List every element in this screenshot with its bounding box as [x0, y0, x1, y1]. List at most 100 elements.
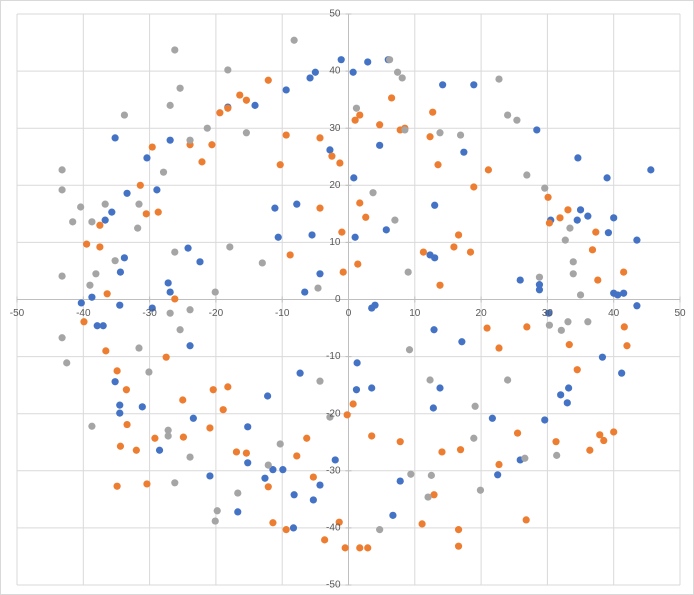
- point: [206, 424, 214, 432]
- point: [351, 233, 359, 241]
- point: [290, 491, 298, 499]
- point: [88, 422, 96, 430]
- point: [592, 228, 600, 236]
- point: [618, 369, 626, 377]
- point: [186, 342, 194, 350]
- point: [343, 411, 351, 419]
- point: [594, 276, 602, 284]
- point: [439, 81, 447, 89]
- point: [603, 174, 611, 182]
- point: [522, 516, 530, 524]
- point: [308, 231, 316, 239]
- point: [386, 56, 394, 64]
- point: [316, 377, 324, 385]
- point: [401, 126, 409, 134]
- point: [77, 203, 85, 211]
- point: [63, 359, 71, 367]
- point: [92, 270, 100, 278]
- x-tick-label: 20: [476, 308, 488, 319]
- point: [309, 473, 317, 481]
- axes: [16, 13, 681, 586]
- point: [261, 474, 269, 482]
- point: [148, 143, 156, 151]
- point: [604, 229, 612, 237]
- point: [269, 519, 277, 527]
- point: [198, 158, 206, 166]
- point: [151, 434, 159, 442]
- point: [224, 66, 232, 74]
- point: [164, 426, 172, 434]
- point: [338, 228, 346, 236]
- point: [623, 342, 631, 350]
- point: [454, 526, 463, 534]
- point: [436, 384, 444, 392]
- point: [166, 101, 174, 109]
- point: [224, 383, 232, 391]
- point: [569, 270, 577, 278]
- point: [58, 334, 66, 342]
- point: [101, 216, 109, 224]
- point: [326, 413, 334, 421]
- point: [566, 224, 574, 232]
- point: [350, 174, 358, 182]
- y-tick-label: 0: [335, 294, 341, 305]
- point: [224, 104, 232, 112]
- point: [620, 289, 628, 297]
- point: [316, 204, 324, 212]
- point: [102, 347, 110, 355]
- point: [251, 101, 259, 109]
- point: [264, 483, 272, 491]
- point: [134, 224, 142, 232]
- point: [588, 246, 597, 254]
- y-tick-label: -50: [326, 580, 341, 591]
- point: [116, 301, 124, 309]
- point: [120, 111, 129, 119]
- point: [286, 251, 294, 259]
- point: [276, 161, 284, 169]
- point: [236, 91, 244, 99]
- y-tick-label: 50: [329, 9, 341, 20]
- point: [436, 129, 444, 137]
- point: [424, 493, 432, 501]
- point: [356, 199, 364, 207]
- point: [389, 511, 397, 519]
- point: [426, 251, 434, 259]
- point: [176, 84, 184, 92]
- point: [96, 221, 104, 229]
- point: [339, 268, 347, 276]
- point: [382, 226, 390, 234]
- point: [314, 284, 322, 292]
- point: [337, 56, 345, 64]
- point: [216, 109, 224, 117]
- point: [293, 452, 301, 460]
- point: [232, 448, 241, 456]
- point: [535, 286, 544, 294]
- point: [164, 432, 172, 440]
- point: [316, 270, 324, 278]
- point: [362, 213, 370, 221]
- points: [58, 36, 655, 552]
- point: [321, 536, 329, 544]
- point: [203, 124, 211, 132]
- point: [328, 152, 336, 160]
- point: [458, 338, 466, 346]
- point: [88, 293, 96, 301]
- point: [460, 148, 468, 156]
- point: [116, 401, 124, 409]
- point: [101, 200, 109, 208]
- point: [155, 446, 164, 454]
- point: [427, 471, 435, 479]
- point: [145, 368, 153, 376]
- point: [436, 281, 444, 289]
- point: [282, 131, 290, 139]
- point: [86, 281, 94, 289]
- point: [242, 129, 250, 137]
- x-tick-label: 10: [409, 308, 421, 319]
- point: [211, 288, 219, 296]
- point: [354, 260, 362, 268]
- point: [470, 183, 478, 191]
- point: [633, 302, 641, 310]
- point: [564, 318, 572, 326]
- point: [456, 446, 465, 454]
